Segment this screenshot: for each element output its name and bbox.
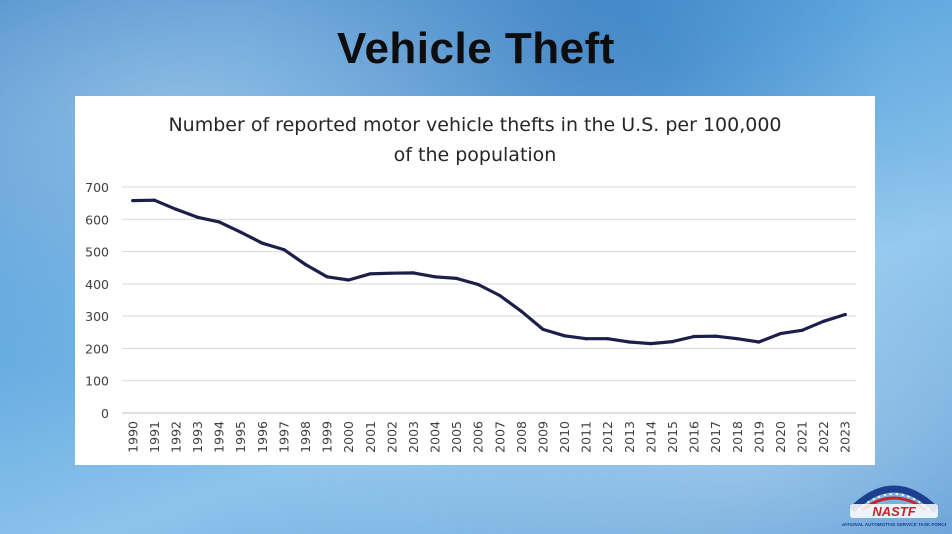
y-tick-label: 700 (85, 180, 109, 195)
x-tick-label: 2013 (622, 421, 637, 453)
series-line (131, 198, 847, 346)
x-tick-label: 2022 (816, 421, 831, 453)
data-point (627, 340, 631, 344)
x-tick-label: 2023 (838, 421, 853, 453)
y-tick-label: 300 (85, 309, 109, 324)
x-tick-label: 2001 (363, 421, 378, 453)
data-point (455, 276, 459, 280)
svg-text:NATIONAL AUTOMOTIVE SERVICE TA: NATIONAL AUTOMOTIVE SERVICE TASK FORCE (842, 522, 946, 527)
x-tick-label: 2018 (730, 421, 745, 453)
x-tick-label: 1991 (147, 421, 162, 453)
data-point (649, 341, 653, 346)
data-point (800, 328, 804, 332)
x-tick-label: 2008 (514, 421, 529, 453)
x-tick-label: 2004 (428, 421, 443, 453)
data-point (606, 337, 610, 341)
data-point (498, 293, 502, 298)
y-tick-label: 600 (85, 212, 109, 227)
data-point (778, 331, 783, 336)
x-tick-label: 1993 (190, 421, 205, 453)
x-tick-label: 2014 (643, 421, 658, 453)
y-tick-label: 400 (85, 277, 109, 292)
slide-title: Vehicle Theft (337, 24, 615, 73)
x-tick-label: 2003 (406, 421, 421, 453)
data-point (519, 309, 523, 313)
x-tick-label: 1996 (255, 421, 270, 453)
data-point (822, 319, 826, 323)
data-point (325, 275, 329, 279)
chart-title: Number of reported motor vehicle thefts … (75, 110, 875, 170)
x-tick-label: 2017 (708, 421, 723, 453)
data-point (282, 248, 286, 252)
data-point (260, 241, 264, 245)
x-tick-label: 2015 (665, 421, 680, 453)
x-tick-label: 2000 (341, 421, 356, 453)
data-point (347, 278, 351, 282)
x-tick-label: 2011 (579, 421, 594, 453)
x-tick-label: 1990 (125, 421, 140, 453)
data-point (152, 198, 156, 202)
x-tick-label: 1999 (320, 421, 335, 453)
x-tick-label: 2019 (751, 421, 766, 453)
y-tick-label: 0 (101, 406, 109, 421)
x-tick-label: 1995 (233, 421, 248, 453)
data-point (217, 220, 221, 224)
data-point (843, 312, 847, 317)
data-point (692, 334, 696, 339)
x-tick-label: 2016 (687, 421, 702, 453)
data-point (670, 340, 675, 344)
x-tick-label: 2002 (384, 421, 399, 453)
chart-title-line-1: Number of reported motor vehicle thefts … (168, 114, 782, 136)
data-point (195, 215, 200, 219)
data-point (239, 230, 243, 234)
x-tick-label: 2005 (449, 421, 464, 453)
x-tick-label: 2009 (535, 421, 550, 453)
line-chart: 0 100 200 300 400 500 600 700 1990 1991 1992 1993 19… (85, 180, 856, 453)
x-tick-label: 1998 (298, 421, 313, 453)
data-point (562, 334, 567, 338)
chart-title-line-2: of the population (393, 144, 557, 166)
nastf-logo: NASTF NATIONAL AUTOMOTIVE SERVICE TASK F… (840, 474, 948, 530)
y-tick-label: 200 (85, 341, 109, 356)
svg-text:NASTF: NASTF (872, 504, 916, 519)
data-point (303, 262, 308, 267)
x-tick-label: 2020 (773, 421, 788, 453)
data-point (174, 207, 178, 211)
x-tick-label: 1994 (212, 421, 227, 453)
data-point (757, 340, 761, 344)
data-point (390, 271, 394, 275)
x-tick-label: 2006 (471, 421, 486, 453)
data-point (368, 272, 372, 276)
data-point (476, 282, 480, 287)
chart-panel: Number of reported motor vehicle thefts … (75, 96, 875, 465)
y-tick-label: 500 (85, 245, 109, 260)
x-tick-label: 2010 (557, 421, 572, 453)
x-tick-label: 2007 (492, 421, 507, 453)
data-point (411, 271, 416, 275)
x-tick-label: 1997 (276, 421, 291, 453)
x-tick-label: 1992 (168, 421, 183, 453)
data-point (714, 334, 718, 338)
data-point (433, 275, 437, 279)
data-point (735, 337, 739, 341)
x-tick-label: 2012 (600, 421, 615, 453)
data-point (541, 327, 545, 331)
y-tick-label: 100 (85, 374, 109, 389)
data-point (584, 337, 588, 341)
data-point (131, 198, 135, 203)
x-tick-label: 2021 (795, 421, 810, 453)
